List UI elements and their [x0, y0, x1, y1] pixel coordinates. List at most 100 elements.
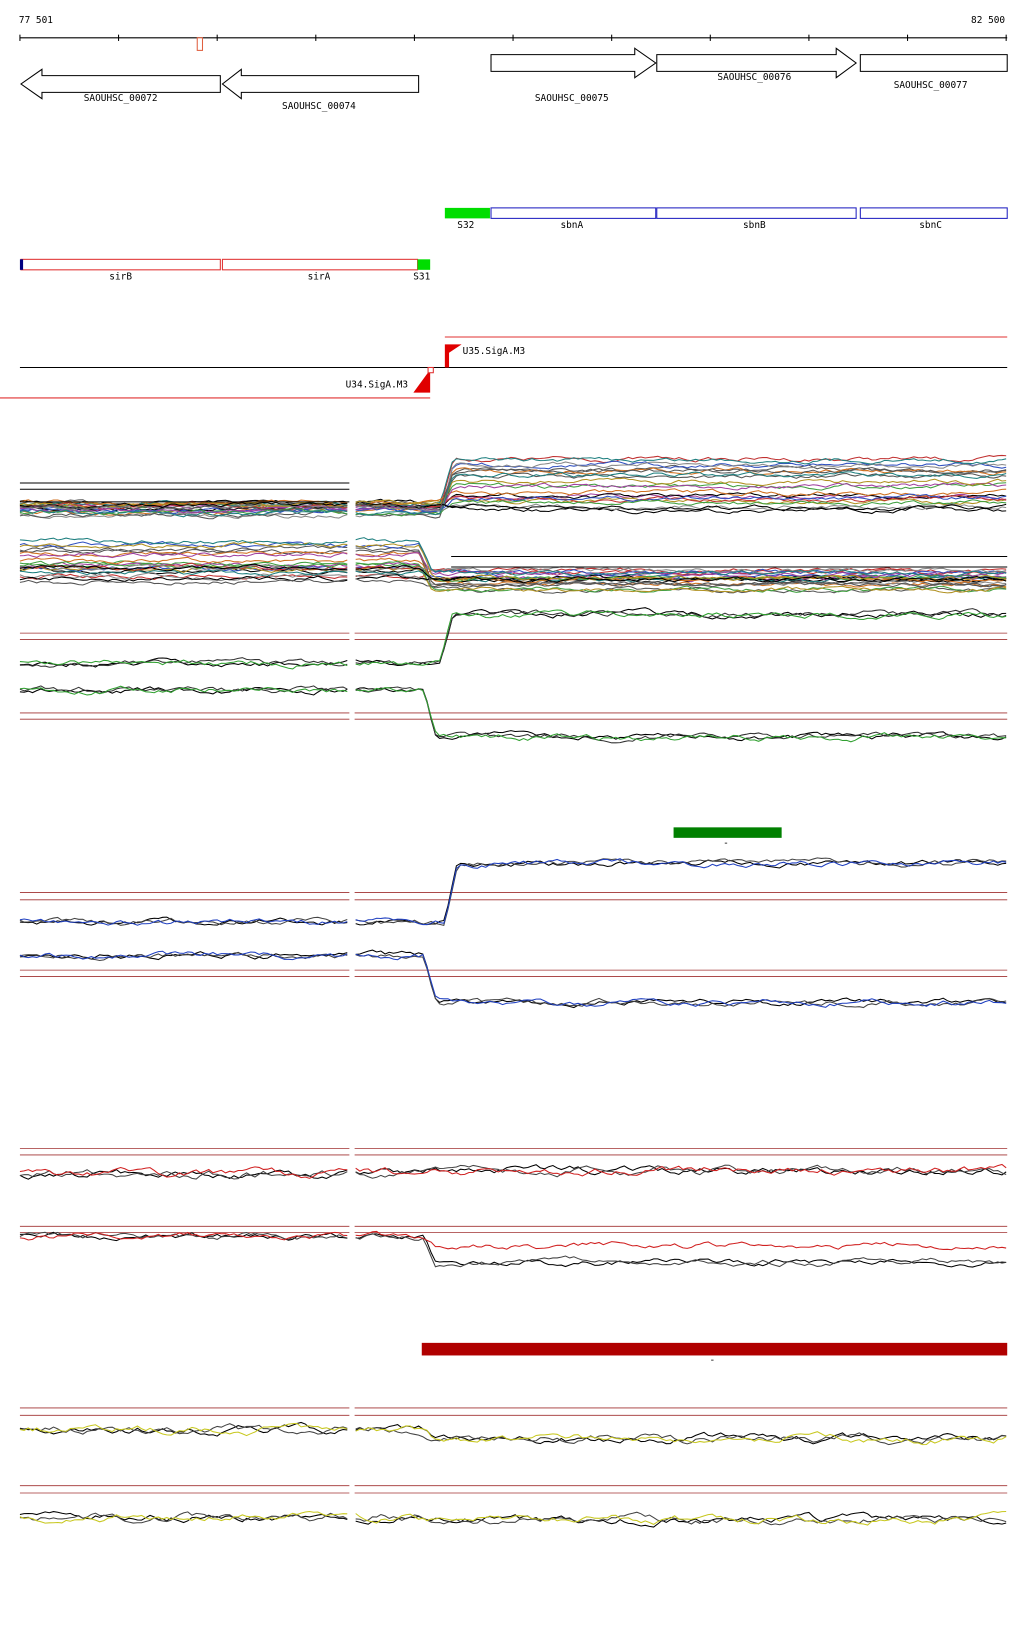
ruler-ticks [19, 34, 1007, 41]
feature-boxes [20, 258, 419, 271]
trace [355, 1164, 1007, 1179]
trace [355, 953, 1007, 1008]
range-start: 77 501 [19, 15, 53, 26]
trace [19, 1422, 348, 1437]
trace [355, 562, 1007, 593]
trace [355, 565, 1007, 584]
feature-label: sirA [308, 271, 331, 282]
gene-label: SAOUHSC_00074 [282, 101, 356, 112]
trace [355, 1425, 1007, 1446]
trace [355, 466, 1007, 514]
trace [19, 1511, 348, 1524]
gene-arrows [20, 47, 1008, 100]
trace [355, 537, 1007, 578]
feature-boxes [490, 207, 1008, 219]
trace [19, 686, 348, 696]
region-bar [421, 1342, 1008, 1356]
feature-label: sbnB [743, 220, 766, 231]
trace [19, 552, 348, 559]
trace [355, 456, 1007, 508]
trace [355, 488, 1007, 505]
trace [355, 578, 1007, 588]
trace [19, 509, 348, 518]
gap-marker [196, 37, 204, 51]
trace [19, 659, 348, 670]
gene-label: SAOUHSC_00076 [717, 72, 791, 83]
trace [19, 563, 348, 572]
trace [19, 537, 348, 546]
range-end: 82 500 [971, 15, 1005, 26]
trace [355, 552, 1007, 578]
trace [355, 1423, 1007, 1445]
trace [19, 657, 348, 668]
trace [355, 498, 1007, 515]
trace [19, 566, 348, 573]
trace [19, 569, 348, 577]
trace [355, 1510, 1007, 1526]
trace [355, 609, 1007, 666]
promoter-label: U34.SigA.M3 [346, 379, 408, 390]
trace [355, 857, 1007, 927]
trace [355, 493, 1007, 515]
trace [355, 1426, 1007, 1446]
region-label: - [710, 1355, 716, 1366]
trace [355, 954, 1007, 1009]
trace [355, 687, 1007, 742]
trace [355, 460, 1007, 513]
trace [19, 1421, 348, 1437]
trace [19, 1231, 348, 1241]
promoter-flag [444, 344, 462, 368]
trace [355, 686, 1007, 744]
trace [19, 556, 348, 565]
feature-edge [19, 259, 24, 270]
trace [355, 608, 1007, 666]
trace [355, 1233, 1007, 1268]
trace [355, 499, 1007, 517]
feature-box [417, 259, 431, 270]
trace [355, 687, 1007, 743]
trace [19, 950, 348, 961]
trace [19, 541, 348, 548]
trace [355, 557, 1007, 584]
trace [355, 1230, 1007, 1251]
trace [19, 545, 348, 554]
trace [19, 503, 348, 511]
expression-traces [19, 454, 1008, 1528]
gene-label: SAOUHSC_00075 [535, 93, 609, 104]
trace [19, 551, 348, 558]
trace [355, 467, 1007, 511]
feature-label: S32 [457, 220, 474, 231]
trace [19, 685, 348, 696]
trace [19, 951, 348, 962]
trace [355, 502, 1007, 512]
trace [19, 501, 348, 509]
feature-label: S31 [413, 271, 430, 282]
trace [19, 563, 348, 572]
trace [19, 1231, 348, 1242]
trace [19, 562, 348, 571]
gene-label: SAOUHSC_00077 [894, 80, 968, 91]
promoter-label: U35.SigA.M3 [463, 346, 525, 357]
trace [19, 578, 348, 586]
trace [19, 918, 348, 926]
trace [355, 949, 1007, 1009]
trace [355, 461, 1007, 518]
feature-box [444, 207, 490, 219]
trace [19, 541, 348, 549]
trace [19, 1511, 348, 1524]
feature-label: sirB [109, 271, 132, 282]
trace [19, 1510, 348, 1524]
trace [19, 573, 348, 581]
trace [19, 1169, 348, 1180]
trace [355, 1233, 1007, 1268]
trace [355, 477, 1007, 506]
trace [19, 1423, 348, 1435]
trace [355, 566, 1007, 594]
promoter-marker [427, 366, 434, 374]
feature-label: sbnC [919, 220, 942, 231]
trace [355, 1164, 1007, 1176]
trace [355, 572, 1007, 588]
trace [19, 510, 348, 520]
